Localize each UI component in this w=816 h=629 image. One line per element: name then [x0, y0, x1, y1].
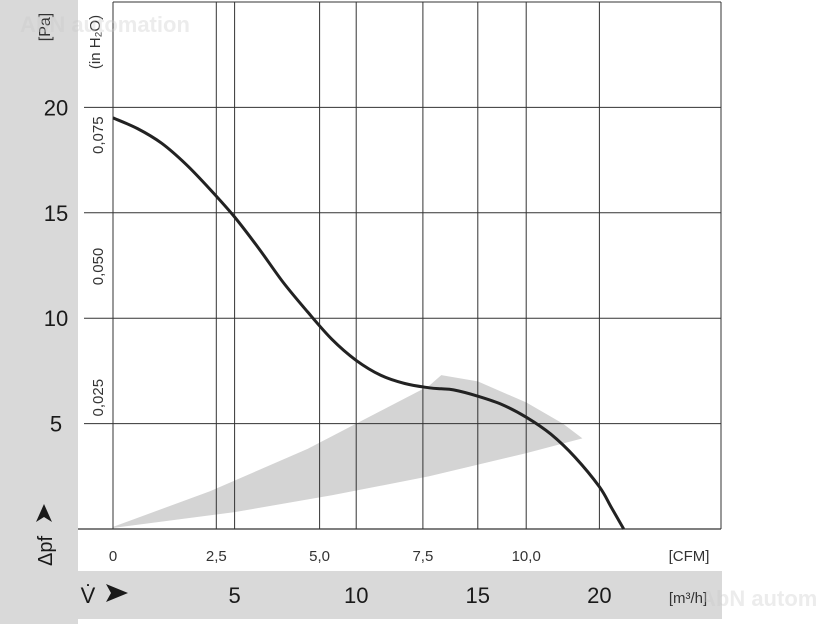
grid-layer — [78, 1, 722, 530]
watermark-top: AbN automation — [20, 12, 190, 37]
label-layer: 5 10 15 20 0,025 0,050 0,075 0 2,5 5,0 7,5 10,0 5 10 1… — [35, 13, 709, 608]
operating-region-area — [113, 375, 583, 528]
y-tick-label-inh2o: 0,050 — [90, 248, 107, 286]
y-unit-inh2o-label: (in H₂O) — [87, 15, 104, 69]
x-tick-label-m3h: 15 — [466, 583, 490, 608]
y-tick-label-inh2o: 0,075 — [90, 116, 107, 154]
x-tick-label-m3h: 10 — [344, 583, 368, 608]
y-unit-pa-label: [Pa] — [37, 13, 54, 41]
x-tick-label-m3h: 5 — [228, 583, 240, 608]
x-tick-label-cfm: 7,5 — [412, 548, 433, 565]
y-axis-arrow-icon — [36, 504, 52, 522]
fan-curve-line — [112, 116, 626, 530]
y-tick-label-inh2o: 0,025 — [90, 379, 107, 417]
y-tick-label-pa: 20 — [44, 95, 68, 120]
x-unit-m3h-label: [m³/h] — [669, 590, 707, 607]
x-tick-label-cfm: 0 — [109, 548, 117, 565]
x-tick-label-cfm: 2,5 — [206, 548, 227, 565]
y-tick-label-pa: 10 — [44, 306, 68, 331]
operating-region-layer — [113, 375, 583, 528]
x-tick-label-cfm: 5,0 — [309, 548, 330, 565]
x-tick-label-m3h: 20 — [587, 583, 611, 608]
x-axis-arrow-icon — [106, 584, 128, 602]
y-axis-symbol: Δpf — [35, 536, 57, 566]
x-axis-symbol: V̇ — [81, 583, 96, 608]
x-tick-label-cfm: 10,0 — [512, 548, 541, 565]
x-unit-cfm-label: [CFM] — [669, 548, 710, 565]
curve-layer — [112, 116, 626, 530]
y-tick-label-pa: 15 — [44, 201, 68, 226]
watermark-bottom: AbN automation — [700, 586, 816, 611]
y-tick-label-pa: 5 — [50, 412, 62, 437]
